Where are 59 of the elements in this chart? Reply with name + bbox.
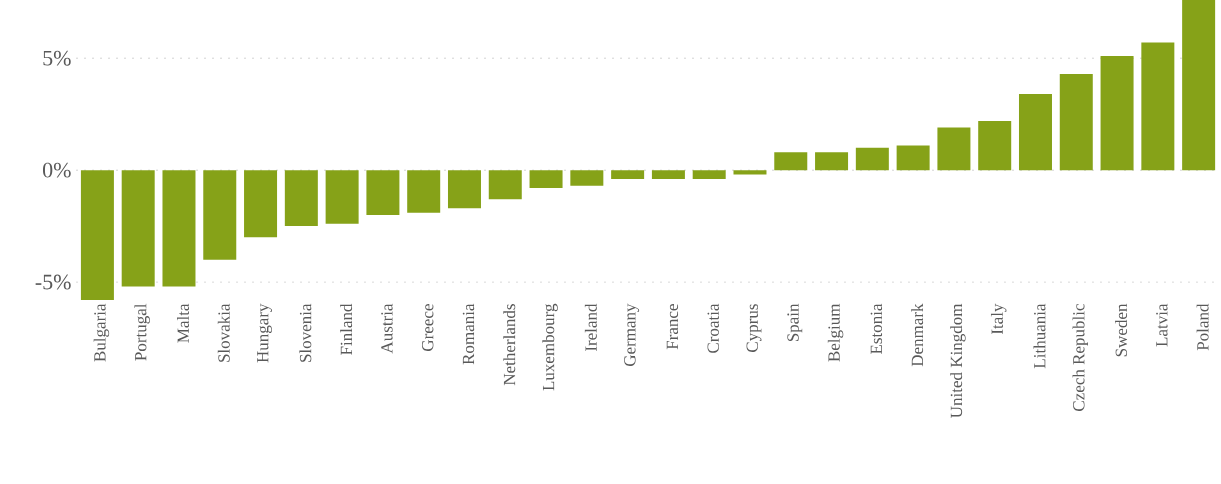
x-tick-label: Austria <box>381 303 393 354</box>
bar <box>284 170 318 227</box>
x-tick-label: Croatia <box>707 303 719 353</box>
x-tick-label: United Kingdom <box>950 303 966 418</box>
x-tick-label: Czech Republic <box>1072 304 1088 411</box>
x-tick-label: Cyprus <box>746 304 762 352</box>
x-tick-label: Portugal <box>134 303 150 361</box>
bar <box>244 170 278 238</box>
x-tick-label: Ireland <box>584 303 597 352</box>
x-tick-label: France <box>666 304 679 350</box>
x-tick-label: Spain <box>787 303 803 342</box>
bar <box>447 170 481 209</box>
bar <box>203 170 237 260</box>
bar <box>937 127 971 171</box>
x-tick-label: Netherlands <box>503 304 516 386</box>
x-tick-label: Latvia <box>1156 303 1168 347</box>
x-tick-label: Denmark <box>911 303 924 367</box>
bar <box>896 145 930 171</box>
bar <box>366 170 400 215</box>
bar <box>488 170 522 200</box>
bar <box>1018 94 1052 171</box>
bar <box>325 170 359 224</box>
bar <box>855 147 889 171</box>
y-tick-label: -5% <box>35 274 71 290</box>
x-tick-label: Poland <box>1196 303 1209 351</box>
bar <box>774 152 808 171</box>
x-tick-label: Slovakia <box>217 303 230 362</box>
x-tick-label: Bulgaria <box>93 303 110 362</box>
x-tick-label: Hungary <box>257 303 272 363</box>
y-tick-label: 0% <box>42 162 71 178</box>
x-tick-label: Finland <box>340 303 353 355</box>
bar <box>1059 73 1093 171</box>
bar <box>611 170 645 180</box>
x-tick-label: Malta <box>177 303 189 343</box>
bar <box>1182 0 1216 171</box>
bar <box>162 170 196 287</box>
bar <box>407 170 441 213</box>
x-tick-label: Estonia <box>870 303 883 355</box>
x-tick-label: Belgium <box>827 303 844 362</box>
bar <box>1141 42 1175 171</box>
bar <box>815 152 849 171</box>
x-tick-label: Romania <box>462 303 475 365</box>
y-tick-label: 5% <box>43 50 71 66</box>
x-tick-label: Slovenia <box>299 303 312 362</box>
x-tick-label: Luxembourg <box>542 303 558 391</box>
bar <box>529 170 563 189</box>
bar <box>692 170 726 180</box>
bar <box>651 170 685 180</box>
bar <box>733 170 767 175</box>
x-tick-label: Greece <box>421 304 434 351</box>
bar <box>1100 55 1134 171</box>
x-tick-label: Italy <box>990 303 1007 335</box>
bar <box>121 170 155 287</box>
bar <box>978 120 1012 171</box>
bar <box>570 170 604 186</box>
x-tick-label: Lithuania <box>1033 303 1046 369</box>
bar <box>80 170 114 300</box>
x-tick-label: Germany <box>624 303 640 367</box>
x-tick-label: Sweden <box>1115 303 1128 357</box>
